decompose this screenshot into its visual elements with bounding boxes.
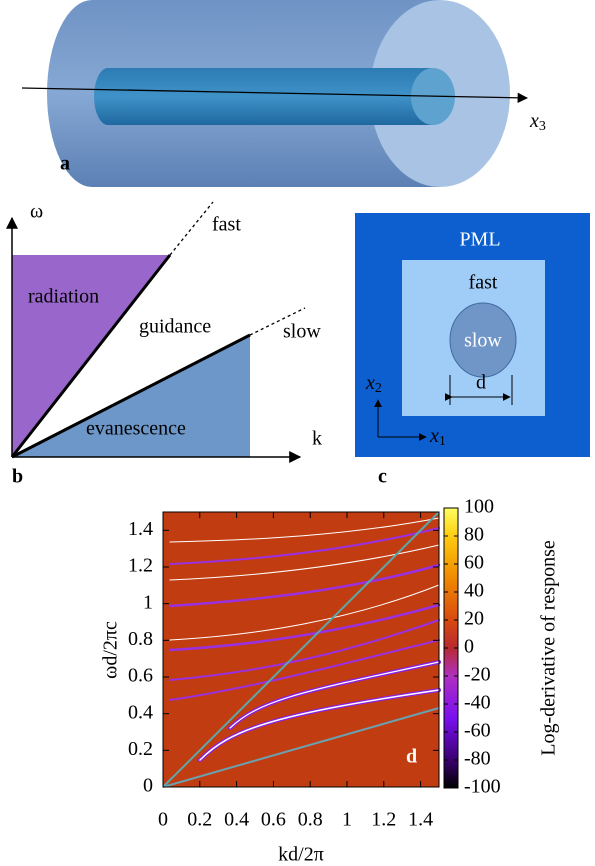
y-tick-label: 1 (143, 591, 153, 613)
axis-label: x3 (529, 110, 546, 135)
x-tick-label: 1.2 (371, 809, 396, 831)
inner-cylinder (94, 68, 433, 125)
mode-line (168, 563, 441, 608)
panel-label: b (12, 466, 23, 488)
region-label: PML (459, 229, 500, 251)
y-tick-label: 0.2 (128, 738, 153, 760)
y-tick-label: 0.8 (128, 628, 153, 650)
x-tick-label: 0.4 (224, 809, 249, 831)
panel-a: x3 a (21, 0, 546, 187)
colorbar-tick-label: 60 (464, 552, 484, 574)
width-label: d (476, 372, 486, 394)
colorbar-tick-label: -80 (464, 748, 491, 770)
colorbar-tick-label: 100 (464, 496, 494, 518)
region-label: evanescence (86, 418, 186, 440)
panel-c: PML fast slow d x2 x1 c (355, 213, 590, 488)
x-tick-label: 1 (342, 809, 352, 831)
slow-line (11, 333, 251, 459)
x-tick-label: 0.2 (187, 809, 212, 831)
y-tick-label: 1.2 (128, 555, 153, 577)
fast-extension (169, 201, 214, 256)
y-axis-label: ω (30, 201, 43, 223)
slow-extension (249, 307, 306, 336)
colorbar-tick-label: 80 (464, 524, 484, 546)
fast-label: fast (212, 214, 241, 236)
x-tick-label: 0.8 (298, 809, 323, 831)
colorbar-tick-label: 20 (464, 608, 484, 630)
panel-b: ω k fast slow radiation guidance evanesc… (5, 201, 322, 488)
region-label: guidance (139, 316, 211, 338)
light-line (162, 511, 440, 788)
y-axis-title: ωd/2πc (100, 621, 122, 679)
region-label: radiation (28, 286, 99, 308)
x-tick-label: 0.6 (261, 809, 286, 831)
panel-label: c (378, 466, 387, 488)
mode-line (169, 639, 440, 701)
region-label: slow (464, 330, 502, 352)
panel-d: d kd/2π ωd/2πc Log-derivative of respons… (100, 496, 560, 866)
colorbar-tick-label: -60 (464, 720, 491, 742)
plot-frame (162, 511, 440, 788)
mode-line (169, 584, 440, 641)
axis-label: x1 (429, 425, 446, 450)
region-label: fast (469, 272, 498, 294)
core-light-line (162, 707, 440, 788)
mode-line (199, 689, 440, 761)
axis-label: x2 (365, 372, 382, 397)
mode-line (169, 544, 440, 581)
mode-line (169, 517, 440, 543)
slow-label: slow (283, 321, 321, 343)
panel-label: d (406, 746, 417, 768)
x-tick-label: 1.4 (408, 809, 433, 831)
colorbar-tick-label: -40 (464, 692, 491, 714)
panel-label: a (60, 153, 70, 175)
fast-line (10, 254, 172, 458)
y-tick-label: 0 (143, 775, 153, 797)
colorbar-tick-label: 40 (464, 580, 484, 602)
y-tick-label: 0.6 (128, 665, 153, 687)
axis-arrow (21, 87, 529, 104)
colorbar-tick-label: 0 (464, 636, 474, 658)
y-tick-label: 0.4 (128, 701, 153, 723)
colorbar-tick-label: -20 (464, 664, 491, 686)
mode-line (229, 661, 440, 729)
colorbar-tick-label: -100 (464, 776, 501, 798)
colorbar-title: Log-derivative of response (538, 540, 560, 756)
mode-line (169, 619, 440, 681)
y-tick-label: 1.4 (128, 518, 153, 540)
core (449, 302, 517, 378)
x-axis-label: k (312, 428, 322, 450)
x-tick-label: 0 (158, 809, 168, 831)
x-axis-title: kd/2π (278, 844, 324, 866)
mode-line (168, 603, 441, 652)
mode-line (169, 527, 440, 565)
mode-lines (168, 517, 441, 762)
